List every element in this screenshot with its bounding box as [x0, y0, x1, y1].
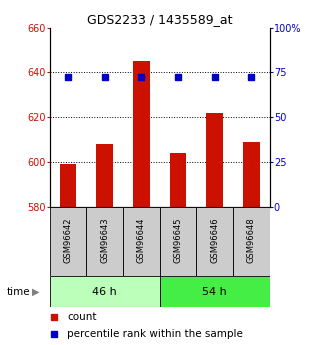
Text: percentile rank within the sample: percentile rank within the sample — [67, 329, 243, 339]
Bar — [97, 144, 113, 207]
Text: GSM96643: GSM96643 — [100, 217, 109, 263]
Text: GSM96646: GSM96646 — [210, 217, 219, 263]
Bar — [170, 153, 186, 207]
Bar — [233, 207, 270, 276]
Text: GSM96645: GSM96645 — [174, 217, 183, 263]
Bar — [160, 276, 270, 307]
Text: GSM96644: GSM96644 — [137, 217, 146, 263]
Bar — [206, 113, 223, 207]
Text: time: time — [6, 287, 30, 296]
Bar — [160, 207, 196, 276]
Text: count: count — [67, 312, 97, 322]
Bar — [60, 164, 76, 207]
Bar — [243, 142, 260, 207]
Bar — [50, 207, 86, 276]
Text: GSM96648: GSM96648 — [247, 217, 256, 263]
Bar — [50, 276, 160, 307]
Title: GDS2233 / 1435589_at: GDS2233 / 1435589_at — [87, 13, 232, 27]
Bar — [133, 61, 150, 207]
Text: 46 h: 46 h — [92, 287, 117, 296]
Bar — [196, 207, 233, 276]
Bar — [123, 207, 160, 276]
Text: ▶: ▶ — [32, 287, 39, 296]
Bar — [86, 207, 123, 276]
Text: GSM96642: GSM96642 — [64, 217, 73, 263]
Text: 54 h: 54 h — [202, 287, 227, 296]
